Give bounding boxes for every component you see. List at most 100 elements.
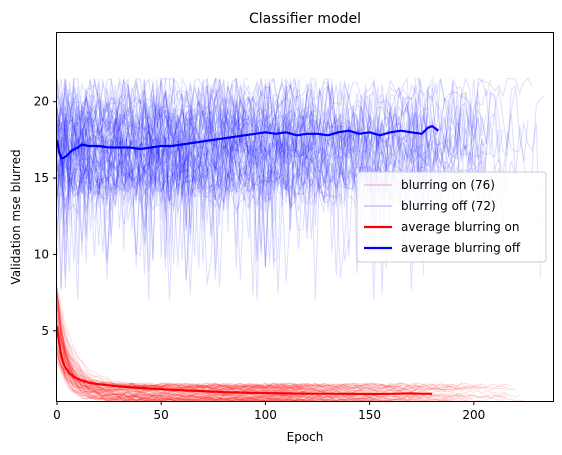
blurring-on-run-line (56, 304, 408, 394)
x-tick-label: 50 (154, 408, 169, 422)
blurring-on-run-line (56, 323, 466, 392)
blurring-off-run-line (56, 102, 500, 295)
blurring-off-run-line (56, 104, 341, 232)
blurring-off-run-line (56, 77, 491, 232)
blurring-off-run-line (56, 115, 312, 268)
legend-label-average-blurring-off: average blurring off (401, 241, 521, 255)
blurring-on-run-line (56, 336, 308, 390)
x-axis: 0 50 100 150 200 (53, 401, 485, 422)
blurring-on-run-line (56, 295, 508, 399)
blurring-off-run-line (56, 153, 341, 253)
blurring-on-run-line (56, 349, 303, 390)
blurring-on-run-line (56, 361, 420, 402)
blurring-on-run-line (56, 297, 299, 402)
blurring-off-run-line (56, 111, 475, 217)
blurring-on-run-line (56, 333, 512, 389)
blurring-on-run-line (56, 341, 362, 390)
blurring-on-run-line (56, 326, 349, 394)
blurring-off-run-line (56, 79, 416, 202)
blurring-off-run-line (56, 77, 479, 208)
blurring-off-run-line (56, 109, 529, 268)
blurring-off-run-line (56, 158, 275, 240)
blurring-off-run-line (56, 110, 346, 226)
blurring-off-run-line (56, 96, 258, 289)
blurring-off-run-line (56, 106, 433, 285)
blurring-off-run-line (56, 155, 316, 256)
blurring-off-run-line (56, 122, 454, 245)
blurring-off-run-line (56, 76, 249, 210)
blurring-on-run-line (56, 352, 454, 402)
blurring-off-run-line (56, 115, 416, 247)
y-tick-label: 20 (34, 95, 49, 109)
blurring-on-run-line (56, 328, 416, 394)
x-tick-label: 100 (254, 408, 277, 422)
blurring-on-run-line (56, 318, 333, 395)
blurring-off-run-line (56, 85, 425, 227)
blurring-off-run-line (56, 77, 545, 258)
y-axis: 5 10 15 20 (34, 95, 57, 338)
blurring-off-run-line (56, 96, 316, 226)
blurring-off-run-line (56, 159, 404, 294)
blurring-on-run-line (56, 316, 383, 402)
blurring-off-run-line (56, 77, 316, 233)
legend-box (356, 171, 547, 263)
legend-label-average-blurring-on: average blurring on (401, 220, 519, 234)
blurring-off-run-line (56, 96, 304, 200)
blurring-on-run-line (56, 327, 412, 401)
blurring-off-run-line (56, 77, 371, 196)
blurring-on-run-line (56, 321, 287, 401)
blurring-off-run-line (56, 77, 533, 193)
blurring-off-run-line (56, 106, 462, 215)
blurring-off-run-line (56, 128, 291, 252)
blurring-on-run-line (56, 349, 312, 402)
blurring-off-run-line (56, 78, 487, 259)
blurring-off-run-line (56, 108, 429, 236)
blurring-off-run-line (56, 106, 254, 175)
blurring-off-run-line (56, 107, 350, 257)
blurring-off-run-line (56, 124, 412, 256)
blurring-off-run-line (56, 106, 250, 244)
blurring-off-run-line (56, 77, 287, 199)
blurring-off-run-line (56, 112, 287, 211)
blurring-on-run-line (56, 361, 349, 389)
blurring-off-run-line (56, 90, 487, 265)
blurring-off-run-line (56, 90, 483, 231)
plot-frame (56, 32, 554, 402)
blurring-off-run-line (56, 120, 358, 208)
blurring-off-run-line (56, 78, 462, 273)
blurring-off-run-line (56, 120, 379, 281)
blurring-on-run-line (56, 333, 474, 400)
blurring-off-run-line (56, 134, 421, 290)
blurring-on-run-line (56, 354, 375, 401)
blurring-off-run-line (56, 78, 271, 135)
blurring-on-run-line (56, 295, 308, 390)
blurring-on-run-line (56, 332, 328, 391)
blurring-on-run-line (56, 287, 337, 402)
blurring-off-run-line (56, 100, 308, 245)
blurring-on-run-line (56, 345, 508, 400)
blurring-on-run-line (56, 349, 458, 388)
blurring-off-run-line (56, 132, 487, 301)
blurring-off-run-line (56, 119, 362, 199)
blurring-on-run-line (56, 351, 370, 400)
blurring-off-run-line (56, 81, 395, 261)
blurring-on-run-line (56, 289, 412, 402)
blurring-off-run-line (56, 78, 504, 206)
blurring-on-run-line (56, 307, 450, 388)
x-axis-label: Epoch (287, 430, 324, 444)
blurring-on-run-line (56, 302, 462, 399)
y-tick-label: 15 (34, 171, 49, 185)
legend-label-blurring-off-72: blurring off (72) (401, 199, 496, 213)
blurring-off-run-line (56, 136, 354, 301)
blurring-on-run-line (56, 294, 329, 399)
blurring-off-run-line (56, 104, 541, 278)
blurring-off-run-line (56, 121, 250, 192)
average-blurring-on-line (55, 326, 433, 396)
blurring-on-run-line (56, 292, 424, 401)
blurring-on-run-line (56, 306, 316, 402)
chart-title: Classifier model (249, 11, 361, 27)
blurring-on-run-line (56, 314, 308, 391)
blurring-off-run-line (56, 110, 333, 161)
blurring-on-run-line (56, 327, 299, 390)
